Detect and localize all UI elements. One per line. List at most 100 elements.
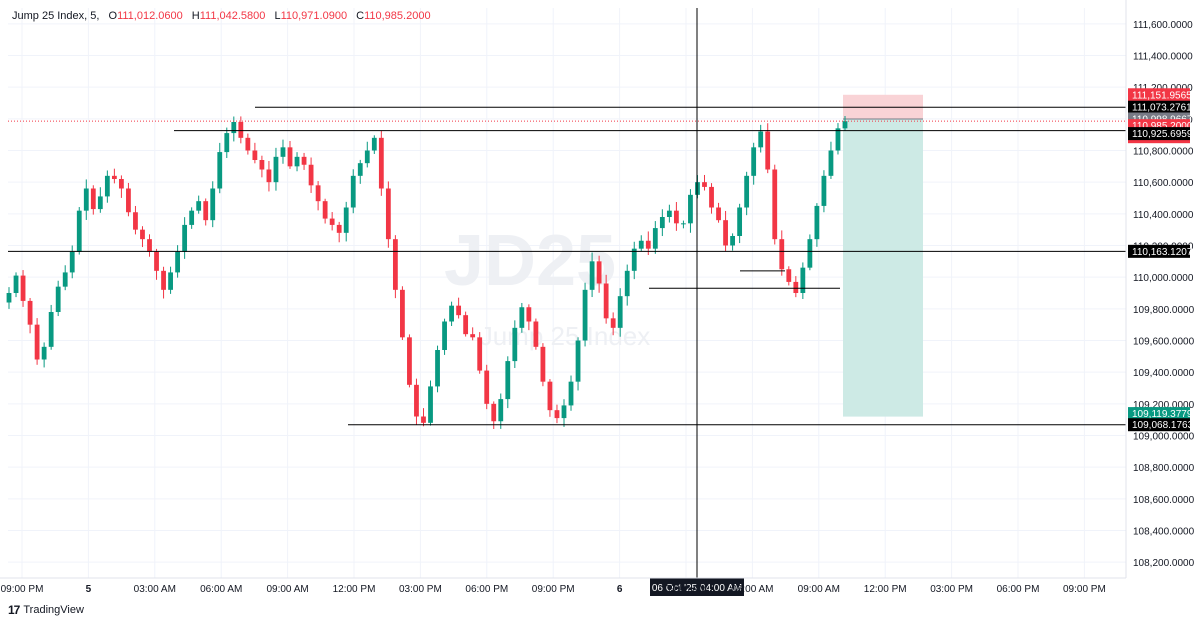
candle-body: [34, 324, 40, 360]
candle-body: [596, 261, 602, 284]
candle-body: [666, 210, 672, 217]
candle-body: [505, 361, 511, 400]
candle-body: [133, 212, 138, 230]
watermark-name: Jump 25 Index: [480, 321, 651, 351]
candle-body: [709, 186, 714, 208]
time-tick-label: 09:00 AM: [266, 584, 308, 595]
candle-body: [119, 179, 124, 189]
candle-body: [681, 223, 686, 225]
candle-body: [554, 410, 560, 419]
candle-body: [673, 210, 679, 224]
price-tick-label: 108,800.0000: [1133, 463, 1195, 474]
time-tick-label: 06:00 PM: [465, 584, 508, 595]
candle-body: [512, 327, 518, 362]
candle-body: [484, 370, 490, 404]
candle-body: [104, 175, 110, 197]
candle-body: [245, 137, 251, 151]
time-axis: 09:00 PM 5 03:00 AM 06:00 AM 09:00 AM 12:00 P…: [0, 577, 1126, 595]
candle-body: [20, 275, 26, 301]
price-label-box: [1128, 418, 1190, 432]
candle-body: [238, 122, 244, 138]
candle-body: [498, 399, 504, 422]
candle-body: [421, 416, 426, 423]
symbol-title[interactable]: Jump 25 Index, 5,: [12, 10, 100, 22]
candle-body: [97, 196, 103, 210]
candle-body: [519, 307, 525, 328]
open-label: O: [108, 10, 118, 22]
candle-body: [315, 185, 321, 202]
candle-body: [744, 175, 750, 208]
time-tick-label: 5: [86, 584, 92, 595]
candle-body: [786, 269, 792, 282]
time-tick-label: 09:00 PM: [1, 584, 44, 595]
time-tick-label: 06:00 PM: [997, 584, 1040, 595]
candle-body: [189, 210, 195, 225]
price-label-text: 110,163.1207: [1132, 247, 1193, 258]
candle-body: [161, 270, 166, 290]
candle-body: [407, 337, 412, 385]
candle-body: [575, 340, 581, 382]
candle-body: [301, 156, 307, 165]
candle-body: [69, 251, 75, 273]
candle-body: [62, 272, 68, 287]
legend-ohlc: Jump 25 Index, 5, O111,012.0600 H111,042…: [12, 10, 431, 22]
candle-body: [807, 239, 813, 268]
candle-body: [828, 150, 834, 176]
candle-body: [723, 220, 728, 246]
candle-body: [217, 152, 223, 189]
price-tick-label: 111,600.0000: [1133, 20, 1193, 31]
candle-body: [624, 270, 630, 297]
candle-body: [638, 240, 644, 249]
candle-body: [154, 251, 159, 271]
candle-body: [737, 207, 743, 236]
candle-body: [224, 133, 230, 153]
price-tick-label: 108,200.0000: [1133, 558, 1195, 569]
candle-body: [392, 239, 398, 290]
crosshair-time-label: 06 Oct '25 04:00 AM: [652, 583, 742, 594]
candle-body: [688, 194, 693, 224]
candle-body: [589, 261, 595, 290]
price-tick-label: 111,400.0000: [1133, 52, 1193, 63]
candle-body: [364, 150, 370, 164]
watermark: JD25 Jump 25 Index: [444, 221, 650, 351]
candle-body: [582, 289, 588, 341]
candle-body: [196, 201, 202, 211]
candle-body: [308, 164, 314, 186]
candle-body: [842, 121, 848, 129]
candle-body: [76, 210, 82, 252]
branding[interactable]: 17 TradingView: [8, 603, 84, 617]
close-label: C: [356, 10, 365, 22]
candle-body: [631, 248, 637, 271]
candle-body: [41, 346, 47, 360]
candle-body: [280, 147, 286, 157]
candle-body: [266, 169, 272, 183]
open-value: 111,012.0600: [117, 10, 183, 22]
position-tool: [843, 94, 923, 417]
candle-body: [400, 289, 405, 338]
candle-body: [90, 188, 96, 210]
low-value: 110,971.0900: [280, 10, 348, 22]
price-label-box: [1128, 88, 1190, 102]
candle-body: [13, 275, 19, 293]
target-zone: [843, 118, 923, 417]
price-tick-label: 109,200.0000: [1133, 400, 1195, 411]
candle-body: [603, 283, 609, 319]
price-axis: 111,600.0000111,400.0000111,200.0000111,…: [1125, 0, 1195, 578]
candle-body: [378, 137, 384, 189]
candle-body: [203, 201, 209, 221]
price-tick-label: 109,800.0000: [1133, 305, 1195, 316]
candle-body: [442, 321, 447, 350]
candle-body: [273, 156, 279, 183]
candle-body: [27, 300, 33, 325]
candle-body: [533, 321, 539, 347]
price-tick-label: 110,600.0000: [1133, 178, 1194, 189]
time-tick-label: 09:00 PM: [532, 584, 575, 595]
time-tick-label: 03:00 AM: [665, 584, 707, 595]
price-tick-label: 108,400.0000: [1133, 527, 1195, 538]
candle-body: [716, 207, 721, 221]
price-tick-label: 109,400.0000: [1133, 368, 1195, 379]
candle-body: [800, 267, 806, 293]
candle-body: [702, 182, 707, 187]
